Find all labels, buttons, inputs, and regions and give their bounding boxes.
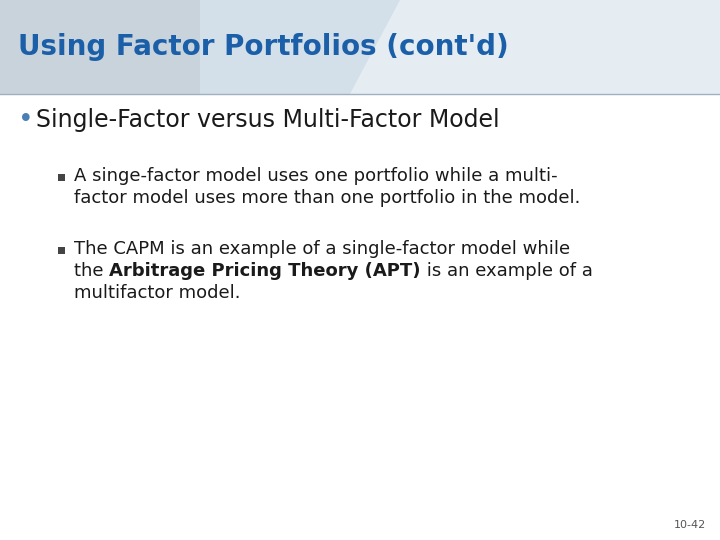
FancyBboxPatch shape (58, 246, 65, 253)
Text: •: • (18, 107, 34, 133)
Text: factor model uses more than one portfolio in the model.: factor model uses more than one portfoli… (74, 189, 580, 207)
FancyBboxPatch shape (58, 173, 65, 180)
Polygon shape (200, 0, 720, 94)
FancyBboxPatch shape (0, 0, 720, 94)
Text: Single-Factor versus Multi-Factor Model: Single-Factor versus Multi-Factor Model (36, 108, 500, 132)
Text: A singe-factor model uses one portfolio while a multi-: A singe-factor model uses one portfolio … (74, 167, 557, 185)
Text: The CAPM is an example of a single-factor model while: The CAPM is an example of a single-facto… (74, 240, 570, 258)
Text: 10-42: 10-42 (674, 520, 706, 530)
FancyBboxPatch shape (0, 94, 720, 540)
Text: is an example of a: is an example of a (420, 262, 593, 280)
Text: multifactor model.: multifactor model. (74, 284, 240, 302)
Polygon shape (350, 0, 720, 94)
Text: Using Factor Portfolios (cont'd): Using Factor Portfolios (cont'd) (18, 33, 509, 61)
Text: the: the (74, 262, 109, 280)
Text: Arbitrage Pricing Theory (APT): Arbitrage Pricing Theory (APT) (109, 262, 420, 280)
